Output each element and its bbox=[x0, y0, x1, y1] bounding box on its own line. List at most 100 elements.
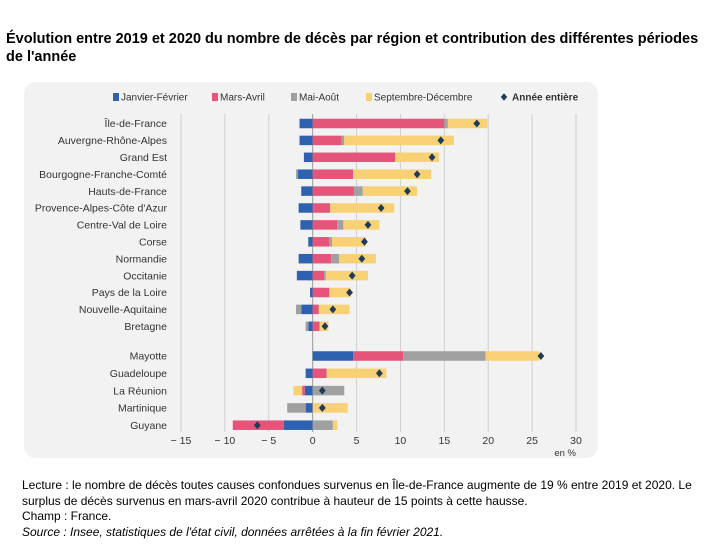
bar-segment-sd bbox=[344, 135, 454, 146]
bar-segment-ma bbox=[312, 237, 330, 247]
x-tick-label: − 10 bbox=[215, 435, 236, 447]
legend-label-mao: Mai-Août bbox=[299, 93, 339, 104]
category-label: Grand Est bbox=[120, 152, 167, 164]
bar-segment-ma bbox=[312, 368, 327, 379]
bar-segment-sd bbox=[325, 270, 368, 281]
category-labels: Île-de-France Auvergne-Rhône-Alpes Grand E… bbox=[35, 117, 168, 432]
bar-segment-ma bbox=[312, 220, 338, 230]
category-label: Mayotte bbox=[130, 351, 168, 363]
category-label: Martinique bbox=[118, 403, 167, 415]
total-marker bbox=[318, 386, 326, 395]
bar-segment-jf bbox=[303, 152, 313, 163]
bar-segment-sd bbox=[353, 169, 432, 179]
bar-segment-jf bbox=[301, 304, 313, 315]
bar-segment-jf bbox=[304, 385, 313, 396]
bar-segment-mao bbox=[337, 220, 344, 230]
bars bbox=[232, 118, 540, 430]
total-marker bbox=[377, 204, 385, 212]
x-tick-label: 25 bbox=[526, 435, 538, 447]
x-tick-label: 0 bbox=[310, 435, 316, 447]
bar-segment-ma bbox=[312, 270, 325, 281]
bar-segment-jf bbox=[308, 321, 313, 332]
source-note: Source : Insee, statistiques de l'état c… bbox=[22, 524, 444, 539]
bar-segment-sd bbox=[331, 237, 367, 247]
category-label: Pays de la Loire bbox=[92, 287, 167, 299]
bar-segment-mao bbox=[312, 385, 345, 396]
category-label: Guyane bbox=[130, 420, 167, 432]
bar-segment-mao bbox=[295, 169, 298, 179]
bar-segment-mao bbox=[341, 135, 345, 146]
legend-swatch-mao bbox=[291, 93, 297, 101]
category-label: La Réunion bbox=[113, 385, 167, 397]
bar-segment-ma bbox=[312, 152, 396, 163]
x-tick-label: 20 bbox=[482, 435, 494, 447]
bar-segment-sd bbox=[326, 368, 387, 379]
bar-segment-jf bbox=[301, 186, 313, 196]
bar-segment-mao bbox=[331, 253, 339, 264]
x-tick-label: − 15 bbox=[171, 435, 192, 447]
total-marker bbox=[375, 369, 383, 378]
x-tick-label: − 5 bbox=[261, 435, 276, 447]
total-marker bbox=[413, 170, 421, 179]
bar-segment-ma bbox=[302, 385, 305, 396]
total-marker bbox=[253, 421, 261, 430]
legend-label-ma: Mars-Avril bbox=[220, 93, 265, 104]
total-marker bbox=[428, 153, 436, 162]
legend-label-jf: Janvier-Février bbox=[121, 93, 188, 104]
total-marker bbox=[321, 322, 329, 331]
bar-segment-mao bbox=[295, 304, 302, 315]
total-marker bbox=[318, 403, 326, 412]
total-marker bbox=[364, 220, 372, 229]
bar-segment-ma bbox=[312, 304, 319, 315]
bar-segment-sd bbox=[330, 203, 395, 213]
unit-label: en % bbox=[554, 448, 576, 458]
bar-segment-jf bbox=[299, 135, 313, 146]
chart-title: Évolution entre 2019 et 2020 du nombre d… bbox=[6, 31, 699, 65]
category-label: Bourgogne-Franche-Comté bbox=[39, 169, 167, 181]
x-tick-labels: − 15 − 10 − 5 0 5 10 15 20 25 30 bbox=[171, 435, 582, 447]
bar-segment-jf bbox=[305, 368, 313, 379]
reading-note: Lecture : le nombre de décès toutes caus… bbox=[22, 478, 692, 508]
bar-segment-ma bbox=[312, 321, 320, 332]
notes: Lecture : le nombre de décès toutes caus… bbox=[22, 478, 708, 540]
total-marker bbox=[473, 119, 481, 128]
bar-segment-ma bbox=[312, 169, 354, 179]
category-label: Auvergne-Rhône-Alpes bbox=[58, 135, 167, 147]
bar-segment-mao bbox=[287, 403, 306, 413]
bar-segment-mao bbox=[444, 118, 448, 129]
x-tick-label: 15 bbox=[438, 435, 450, 447]
bar-segment-sd bbox=[343, 220, 380, 230]
bar-segment-jf bbox=[305, 403, 313, 413]
bar-segment-sd bbox=[312, 403, 348, 413]
total-marker bbox=[537, 352, 545, 360]
bar-segment-sd bbox=[447, 118, 488, 129]
legend-swatch-jf bbox=[113, 93, 119, 101]
bar-segment-jf bbox=[298, 253, 313, 264]
total-marker bbox=[348, 271, 356, 280]
x-tick-label: 10 bbox=[395, 435, 407, 447]
total-markers bbox=[253, 119, 545, 430]
bar-segment-mao bbox=[324, 270, 326, 281]
legend-marker-total bbox=[500, 93, 508, 101]
category-label: Corse bbox=[139, 237, 167, 249]
x-tick-label: 5 bbox=[354, 435, 360, 447]
bar-segment-jf bbox=[299, 118, 313, 129]
bar-chart: Janvier-Février Mars-Avril Mai-Août Septemb… bbox=[35, 93, 582, 459]
bar-segment-sd bbox=[339, 253, 376, 264]
total-marker bbox=[346, 288, 353, 297]
bar-segment-jf bbox=[298, 203, 313, 213]
legend-swatch-sd bbox=[366, 93, 372, 101]
bar-segment-sd bbox=[329, 287, 351, 298]
category-label: Occitanie bbox=[123, 270, 167, 282]
bar-segment-sd bbox=[332, 420, 338, 430]
bar-segment-sd bbox=[293, 385, 303, 396]
bar-segment-jf bbox=[296, 270, 313, 281]
total-marker bbox=[358, 254, 366, 263]
bar-segment-ma bbox=[312, 287, 330, 298]
category-label: Hauts-de-France bbox=[88, 186, 167, 198]
bar-segment-sd bbox=[395, 152, 440, 163]
bar-segment-sd bbox=[485, 351, 540, 361]
category-label: Centre-Val de Loire bbox=[77, 220, 167, 232]
scope-note: Champ : France. bbox=[22, 509, 112, 523]
bar-segment-ma bbox=[312, 135, 342, 146]
